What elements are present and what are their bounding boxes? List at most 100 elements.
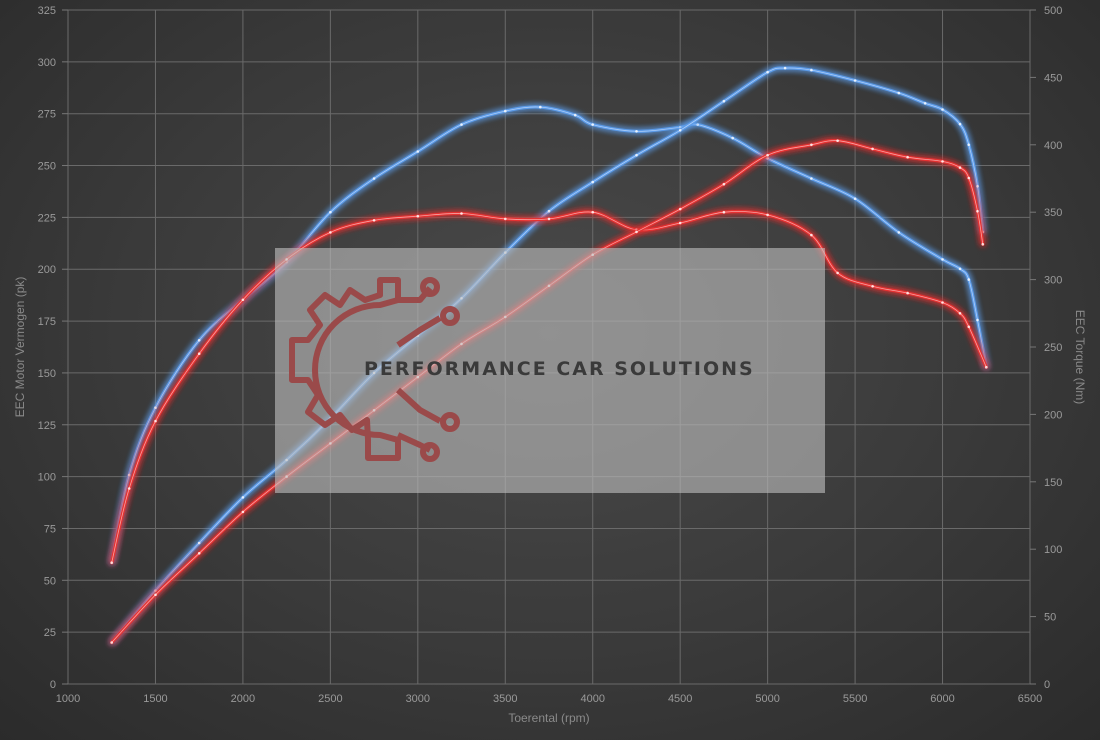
data-point	[678, 129, 682, 132]
y-right-axis-title: EEC Torque (Nm)	[1073, 310, 1087, 404]
data-point	[766, 153, 769, 157]
data-point	[783, 66, 787, 70]
data-point	[722, 182, 726, 186]
data-point	[906, 155, 909, 159]
x-tick-label: 6500	[1018, 693, 1042, 705]
data-point	[976, 209, 979, 213]
y-right-tick-label: 250	[1044, 342, 1062, 354]
data-point	[460, 123, 463, 126]
data-point	[416, 214, 420, 218]
data-point	[941, 258, 944, 261]
data-point	[154, 419, 157, 423]
data-point	[329, 210, 332, 214]
data-point	[836, 271, 839, 275]
data-point	[722, 99, 726, 103]
data-point	[241, 496, 245, 499]
data-point	[958, 312, 962, 315]
x-tick-label: 1000	[56, 693, 80, 705]
data-point	[635, 130, 638, 133]
data-point	[154, 589, 157, 592]
y-left-tick-label: 325	[38, 5, 56, 17]
data-point	[985, 365, 988, 369]
data-point	[967, 325, 971, 329]
data-point	[731, 136, 734, 140]
y-left-axis-title: EEC Motor Vermogen (pk)	[13, 277, 27, 418]
data-point	[810, 177, 813, 180]
data-point	[460, 212, 463, 215]
y-right-tick-label: 150	[1044, 477, 1062, 489]
data-point	[906, 291, 909, 295]
data-point	[197, 352, 201, 356]
y-right-tick-label: 0	[1044, 679, 1050, 691]
data-point	[154, 406, 157, 410]
data-point	[591, 123, 594, 126]
data-point	[416, 150, 420, 153]
data-point	[696, 123, 699, 126]
x-axis-title: Toerental (rpm)	[508, 711, 589, 725]
data-point	[573, 113, 577, 117]
y-left-tick-label: 50	[44, 575, 56, 587]
data-point	[635, 153, 638, 157]
x-tick-label: 2000	[231, 693, 255, 705]
x-tick-label: 4000	[580, 693, 604, 705]
y-left-tick-label: 250	[38, 161, 56, 173]
data-point	[127, 487, 131, 490]
data-point	[853, 197, 857, 200]
y-right-tick-label: 300	[1044, 275, 1062, 287]
data-point	[981, 243, 985, 246]
x-tick-label: 4500	[668, 693, 692, 705]
data-point	[504, 217, 507, 221]
gear-icon	[289, 277, 460, 462]
data-point	[836, 139, 839, 142]
x-tick-label: 1500	[143, 693, 167, 705]
data-point	[941, 301, 944, 304]
y-right-tick-label: 350	[1044, 207, 1062, 219]
data-point	[766, 157, 769, 160]
data-point	[591, 180, 594, 184]
data-point	[197, 339, 201, 342]
y-right-tick-label: 50	[1044, 612, 1056, 624]
data-point	[923, 102, 927, 105]
data-point	[871, 285, 874, 288]
data-point	[958, 267, 962, 271]
x-tick-label: 5000	[755, 693, 779, 705]
data-point	[241, 298, 245, 302]
y-left-tick-label: 25	[44, 627, 56, 639]
data-point	[197, 541, 201, 545]
y-left-tick-label: 100	[38, 472, 56, 484]
data-point	[976, 185, 979, 188]
data-point	[810, 233, 813, 237]
data-point	[241, 510, 245, 514]
y-left-tick-label: 125	[38, 420, 56, 432]
data-point	[871, 147, 874, 151]
data-point	[547, 209, 551, 213]
data-point	[967, 278, 971, 281]
y-right-tick-label: 450	[1044, 72, 1062, 84]
tick-labels: 1000 1500 2000 2500 3000 3500 4000 4500 5000 5500…	[38, 5, 1063, 705]
y-right-tick-label: 500	[1044, 5, 1062, 17]
data-point	[897, 231, 901, 234]
data-point	[197, 552, 201, 555]
data-point	[329, 231, 332, 234]
y-left-tick-label: 200	[38, 264, 56, 276]
y-right-tick-label: 200	[1044, 409, 1062, 421]
data-point	[372, 177, 376, 180]
data-point	[678, 221, 682, 225]
x-tick-label: 3500	[493, 693, 517, 705]
data-point	[967, 176, 971, 180]
data-point	[635, 230, 638, 234]
data-point	[110, 641, 113, 644]
data-point	[967, 143, 971, 147]
data-point	[958, 166, 962, 169]
data-point	[591, 210, 594, 214]
y-right-tick-label: 400	[1044, 140, 1062, 152]
data-point	[810, 143, 813, 147]
data-point	[504, 109, 507, 113]
y-right-tick-label: 100	[1044, 544, 1062, 556]
y-left-tick-label: 75	[44, 523, 56, 535]
data-point	[766, 70, 769, 74]
y-left-tick-label: 0	[50, 679, 56, 691]
watermark-logo: PERFORMANCE CAR SOLUTIONS	[275, 248, 825, 493]
data-point	[958, 122, 962, 126]
